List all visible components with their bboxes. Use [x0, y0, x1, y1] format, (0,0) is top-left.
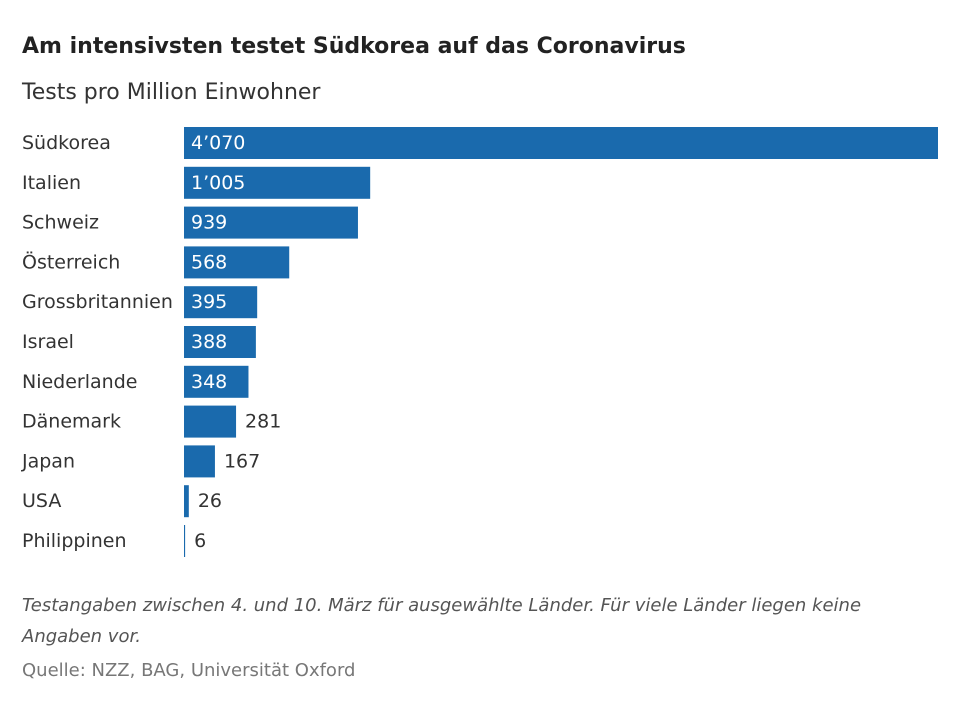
- bar: [184, 525, 186, 557]
- category-label: Italien: [22, 172, 81, 194]
- footnote: Testangaben zwischen 4. und 10. März für…: [22, 595, 862, 647]
- bar: [184, 286, 258, 319]
- bar: [184, 365, 249, 398]
- bar-value-label: 388: [191, 331, 227, 353]
- category-label: Philippinen: [22, 530, 127, 552]
- bar: [184, 166, 371, 199]
- bar-value-label: 4’070: [191, 132, 245, 154]
- chart-subtitle: Tests pro Million Einwohner: [22, 80, 321, 105]
- category-label: Grossbritannien: [22, 291, 173, 313]
- bar-value-label: 167: [224, 450, 260, 472]
- bar: [184, 246, 290, 279]
- category-label: Dänemark: [22, 411, 121, 433]
- category-label: Japan: [21, 450, 75, 472]
- bar-value-label: 395: [191, 291, 227, 313]
- bar: [184, 206, 358, 239]
- bar-value-label: 281: [245, 411, 281, 433]
- bar-value-label: 6: [194, 530, 206, 552]
- category-label: Schweiz: [22, 212, 99, 234]
- bar-value-label: 348: [191, 371, 227, 393]
- bar-value-label: 1’005: [191, 172, 245, 194]
- category-label: Niederlande: [22, 371, 137, 393]
- category-label: Israel: [22, 331, 74, 353]
- bar: [184, 405, 237, 438]
- bar-value-label: 26: [198, 490, 222, 512]
- category-label: USA: [22, 490, 61, 512]
- bar: [184, 485, 189, 518]
- bar: [184, 127, 938, 159]
- bar-chart: Südkorea 4’070 Italien 1’005 Schweiz 939 Öster…: [21, 127, 938, 557]
- category-label: Südkorea: [22, 132, 111, 154]
- bar: [184, 326, 256, 358]
- chart-title: Am intensivsten testet Südkorea auf das …: [22, 34, 686, 59]
- source-line: Quelle: NZZ, BAG, Universität Oxford: [22, 660, 356, 681]
- bar-value-label: 568: [191, 251, 227, 273]
- category-label: Österreich: [22, 250, 120, 273]
- bar: [184, 445, 215, 478]
- bar-value-label: 939: [191, 212, 227, 234]
